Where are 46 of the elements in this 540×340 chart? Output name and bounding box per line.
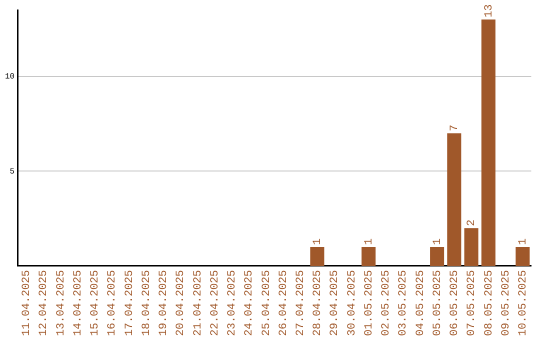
data-label: 13 bbox=[483, 4, 496, 18]
data-label: 1 bbox=[312, 238, 324, 246]
x-tick-label: 19.04.2025 bbox=[158, 270, 170, 336]
data-label: 1 bbox=[432, 238, 444, 246]
x-tick-label: 29.04.2025 bbox=[329, 270, 342, 336]
x-tick-label: 16.04.2025 bbox=[106, 270, 119, 336]
y-tick-label: 10 bbox=[4, 72, 15, 82]
x-tick-label: 13.04.2025 bbox=[55, 270, 68, 336]
x-tick-label: 15.04.2025 bbox=[90, 270, 102, 336]
data-label: 7 bbox=[449, 124, 462, 132]
x-tick-label: 01.05.2025 bbox=[363, 270, 376, 336]
bar bbox=[362, 247, 376, 266]
x-tick-label: 04.05.2025 bbox=[414, 270, 427, 336]
bar bbox=[516, 247, 530, 266]
x-tick-label: 12.04.2025 bbox=[38, 270, 50, 336]
x-tick-label: 25.04.2025 bbox=[260, 270, 273, 336]
bar bbox=[447, 133, 462, 266]
x-tick-label: 23.04.2025 bbox=[226, 270, 239, 336]
x-tick-label: 09.05.2025 bbox=[500, 270, 512, 336]
x-tick-label: 24.04.2025 bbox=[244, 270, 256, 336]
x-tick-label: 06.05.2025 bbox=[449, 270, 462, 336]
x-tick-label: 14.04.2025 bbox=[72, 270, 84, 336]
x-tick-label: 05.05.2025 bbox=[432, 270, 444, 336]
data-label: 1 bbox=[363, 238, 376, 246]
x-tick-label: 27.04.2025 bbox=[295, 270, 307, 336]
y-tick-label: 5 bbox=[10, 167, 15, 176]
x-tick-label: 18.04.2025 bbox=[140, 270, 153, 336]
bar bbox=[310, 247, 324, 266]
x-tick-label: 08.05.2025 bbox=[483, 270, 496, 336]
x-tick-label: 17.04.2025 bbox=[124, 270, 136, 336]
x-tick-label: 26.04.2025 bbox=[278, 270, 290, 336]
x-tick-label: 28.04.2025 bbox=[312, 270, 324, 336]
x-tick-label: 22.04.2025 bbox=[209, 270, 222, 336]
x-tick-label: 03.05.2025 bbox=[398, 270, 410, 336]
x-tick-label: 20.04.2025 bbox=[175, 270, 188, 336]
bar bbox=[464, 228, 478, 266]
x-tick-label: 11.04.2025 bbox=[21, 270, 34, 336]
x-tick-label: 21.04.2025 bbox=[192, 270, 204, 336]
x-tick-label: 02.05.2025 bbox=[380, 270, 393, 336]
x-tick-label: 07.05.2025 bbox=[466, 270, 478, 336]
data-label: 2 bbox=[466, 219, 478, 226]
bar bbox=[481, 19, 496, 266]
data-label: 1 bbox=[518, 238, 530, 246]
x-tick-label: 30.04.2025 bbox=[346, 270, 358, 336]
bar bbox=[430, 247, 444, 266]
x-tick-label: 10.05.2025 bbox=[518, 270, 530, 336]
